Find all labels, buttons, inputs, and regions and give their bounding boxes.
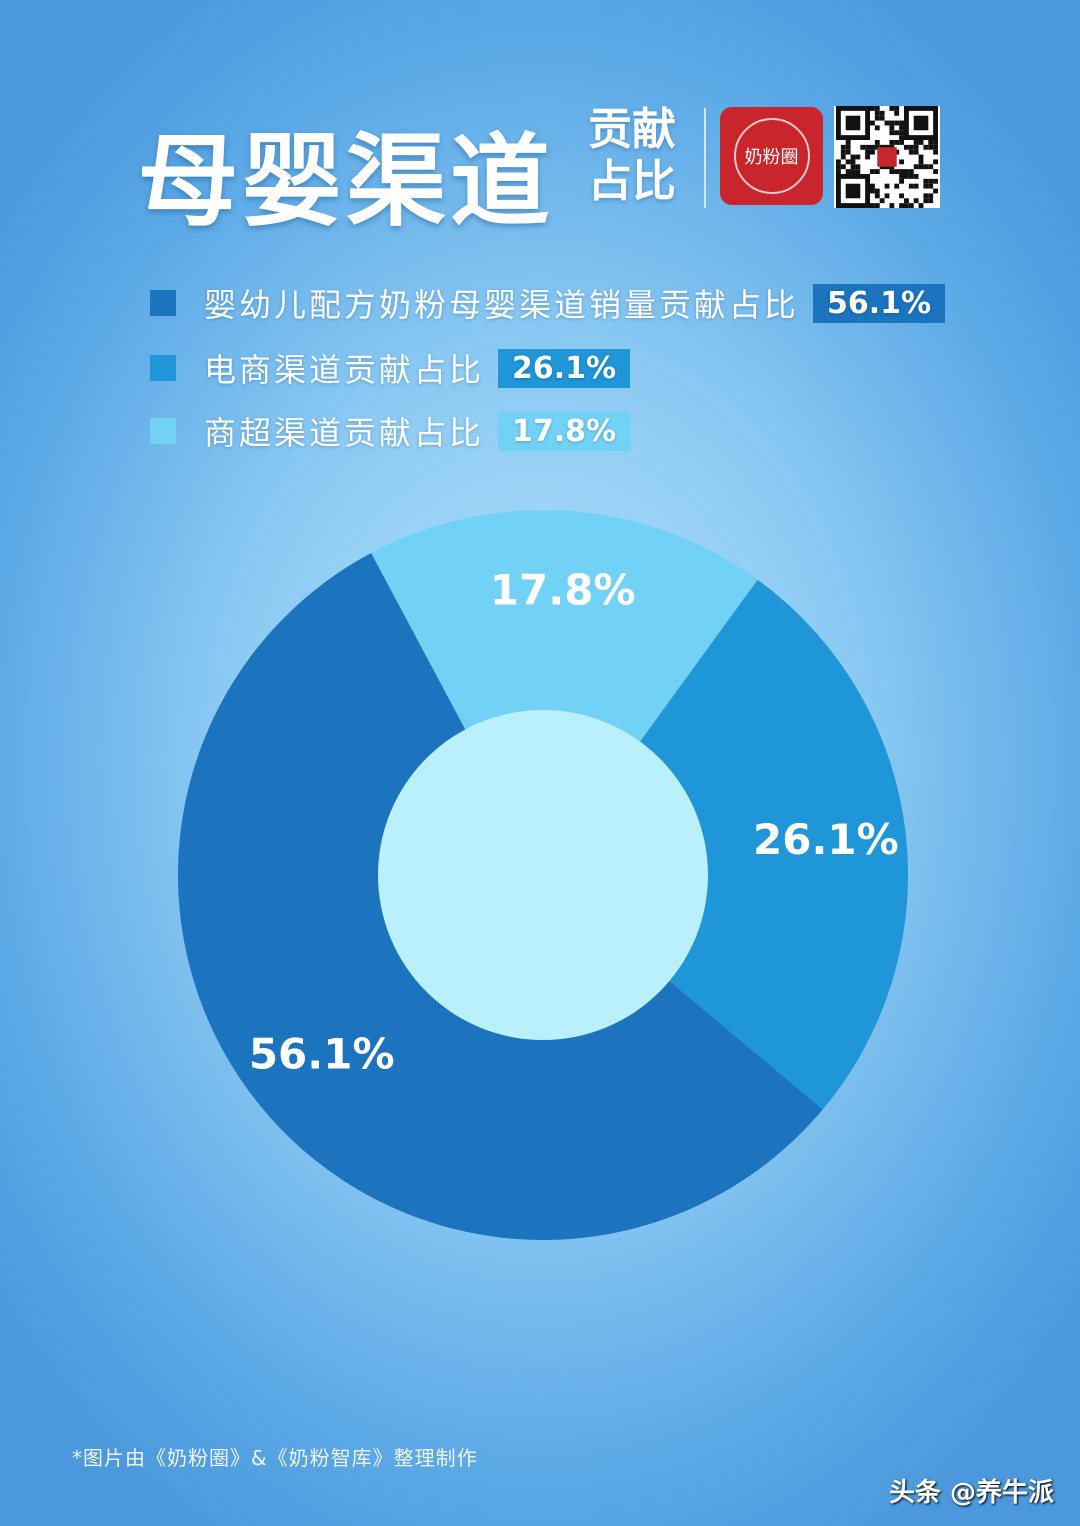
legend-value: 56.1% [813,283,946,323]
legend-label: 电商渠道贡献占比 [204,351,485,389]
legend-swatch [150,418,176,444]
legend-item: 婴幼儿配方奶粉母婴渠道销量贡献占比 56.1% [150,280,946,326]
legend-swatch [150,290,176,316]
source-note: *图片由《奶粉圈》&《奶粉智库》整理制作 [72,1446,478,1470]
legend-item: 电商渠道贡献占比 26.1% [150,345,631,391]
page-subtitle: 贡献 占比 [588,104,676,208]
subtitle-line-2: 占比 [588,156,676,207]
subtitle-line-1: 贡献 [588,104,676,155]
legend-swatch [150,355,176,381]
legend-item: 商超渠道贡献占比 17.8% [150,408,631,454]
brand-logo: 奶粉圈 [720,107,823,205]
slice-label: 56.1% [249,1030,395,1079]
logo-text: 奶粉圈 [733,118,810,194]
donut-slice [371,509,758,875]
legend-label: 婴幼儿配方奶粉母婴渠道销量贡献占比 [204,286,800,324]
donut-hole [378,710,708,1040]
divider [704,108,706,208]
page-title: 母婴渠道 [138,123,554,240]
slice-label: 17.8% [490,566,636,615]
legend-value: 26.1% [498,348,631,388]
legend-value: 17.8% [498,411,631,451]
donut-slice [543,579,909,1110]
legend-label: 商超渠道贡献占比 [204,414,485,452]
qr-code [834,106,940,208]
slice-label: 26.1% [753,815,899,864]
watermark: 头条 @养牛派 [888,1478,1054,1508]
